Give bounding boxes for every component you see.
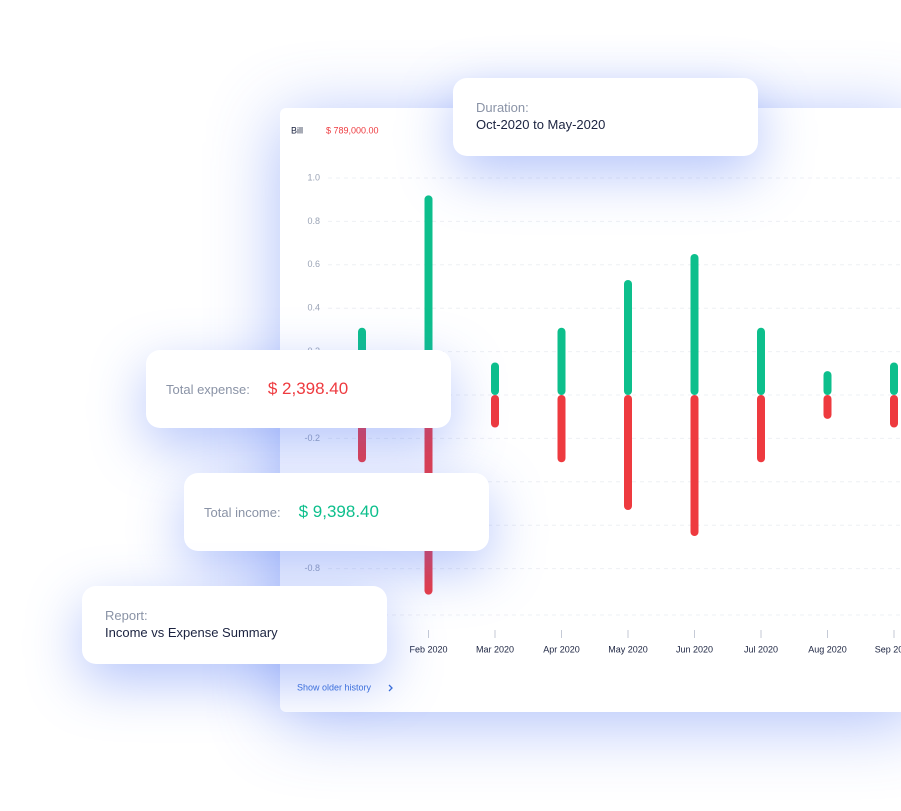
bar [491, 362, 499, 395]
show-older-link[interactable]: Show older history [297, 682, 372, 692]
x-tick-label: Feb 2020 [409, 644, 447, 654]
card-value: Oct-2020 to May-2020 [476, 117, 606, 132]
bill-label: Bill [291, 125, 303, 135]
bar [557, 327, 566, 395]
x-tick-label: Jun 2020 [676, 644, 713, 654]
card-value: $ 9,398.40 [298, 502, 379, 521]
x-tick-label: Mar 2020 [476, 644, 514, 654]
bar [757, 327, 765, 395]
card-value: Income vs Expense Summary [105, 625, 278, 640]
x-tick-label: Aug 2020 [808, 644, 847, 654]
chevron[interactable] [388, 684, 393, 692]
x-tick-label: May 2020 [608, 644, 648, 654]
bar [424, 195, 433, 395]
card-label: Report: [105, 608, 148, 623]
bar [823, 395, 832, 419]
bar [690, 395, 699, 537]
bill-amount: $ 789,000.00 [326, 125, 379, 135]
income-card: Total income: $ 9,398.40 [184, 473, 489, 551]
report-card: Report: Income vs Expense Summary [82, 586, 387, 664]
bar [491, 395, 499, 428]
bar [890, 395, 898, 428]
card-label: Total expense: [166, 381, 250, 397]
bar [624, 279, 632, 395]
bar [624, 395, 632, 511]
bar [690, 253, 699, 395]
bar [557, 395, 566, 463]
x-tick-label: Apr 2020 [543, 644, 580, 654]
bar [823, 371, 832, 395]
card-value: $ 2,398.40 [267, 379, 349, 398]
bar [890, 362, 898, 395]
y-tick-label: 0.8 [307, 216, 320, 226]
expense-card: Total expense: $ 2,398.40 [146, 350, 451, 428]
y-tick-label: -0.2 [304, 433, 320, 443]
card-label: Duration: [476, 100, 529, 115]
y-tick-label: 0.6 [307, 259, 320, 269]
y-tick-label: -0.8 [304, 563, 320, 573]
x-tick-label: Jul 2020 [744, 644, 778, 654]
card-label: Total income: [204, 504, 281, 520]
bar [757, 395, 765, 463]
y-tick-label: 0.4 [307, 303, 320, 313]
duration-card: Duration: Oct-2020 to May-2020 [453, 78, 758, 156]
y-tick-label: 1.0 [307, 172, 320, 182]
x-tick-label: Sep 2020 [875, 644, 901, 654]
